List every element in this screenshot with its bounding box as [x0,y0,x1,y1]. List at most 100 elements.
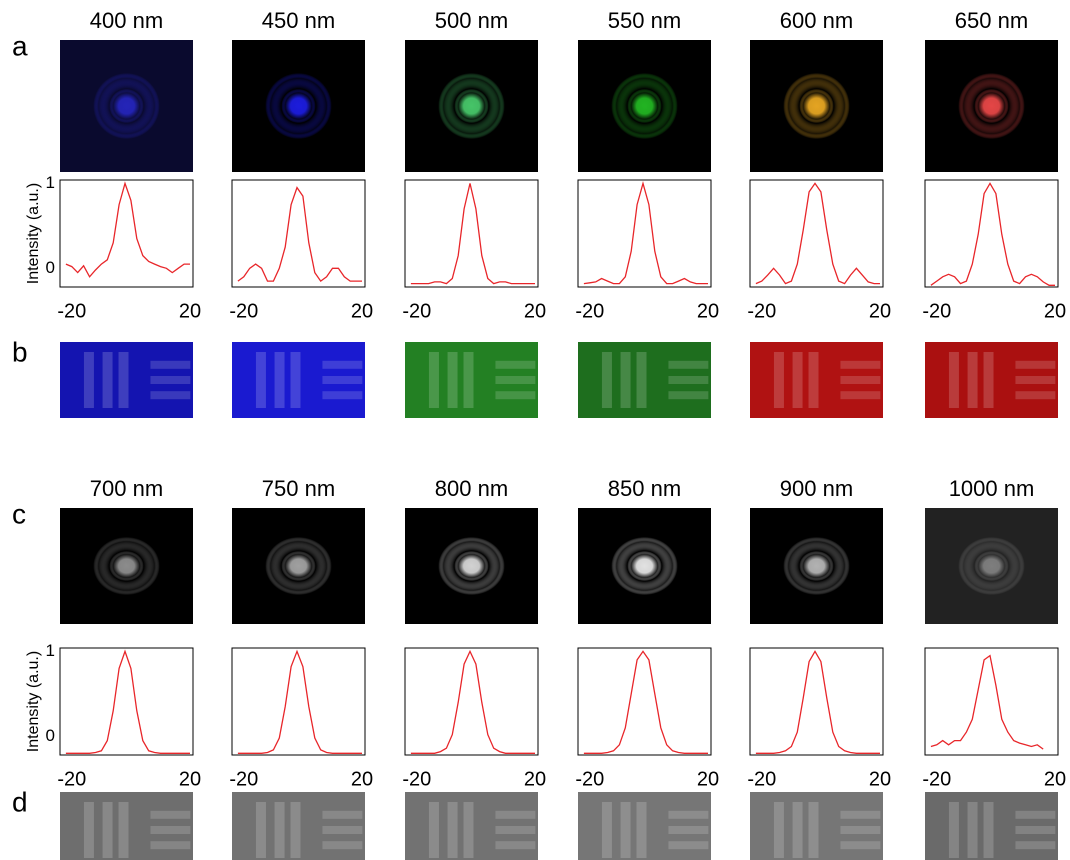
plot-frame [749,179,884,288]
y-tick-label: 0 [46,258,55,277]
target-bar [322,360,363,369]
target-bar [840,841,881,850]
target-bar [620,352,631,408]
target-bar [495,826,536,834]
profile-line [755,182,880,285]
target-bar [274,802,285,858]
target-image [232,792,365,860]
y-tick-label: 0 [46,726,55,745]
profile-line [755,650,880,754]
target-bar [840,360,881,369]
target-bar [1015,841,1056,850]
target-bar [150,391,191,400]
x-tick-label: 20 [697,768,719,790]
target-bar [150,810,191,819]
spot-image [405,508,538,624]
target-bar [495,360,536,369]
target-bar [967,802,978,858]
target-image [405,792,538,860]
target-bar [83,352,94,408]
target-image [925,342,1058,418]
target-bar [668,391,709,400]
x-tick-label: -20 [747,300,776,322]
x-tick-label: -20 [57,300,86,322]
x-tick-label: 20 [697,300,719,322]
x-tick-label: 20 [1044,768,1066,790]
x-tick-label: 20 [869,300,891,322]
plot-frame [924,179,1059,288]
plot-frame [404,179,539,288]
target-bar [840,826,881,834]
target-bar [150,826,191,834]
target-bar [428,802,439,858]
plot-frame [59,647,194,756]
target-bar [668,360,709,369]
target-bar [447,352,458,408]
target-bar [150,841,191,850]
target-image [232,342,365,418]
target-bar [83,802,94,858]
x-tick-label: 20 [179,300,201,322]
target-bar [601,352,612,408]
target-bar [601,802,612,858]
y-tick-label: 1 [46,173,55,192]
target-bar [840,810,881,819]
target-bar [668,376,709,384]
panel-title: 600 nm [780,8,853,33]
target-bar [808,802,819,858]
panel-title: 500 nm [435,8,508,33]
spot-image [578,40,711,172]
plot-frame [404,647,539,756]
panel-title: 400 nm [90,8,163,33]
panel-title: 1000 nm [949,476,1035,501]
target-bar [840,376,881,384]
plot-frame [231,647,366,756]
target-bar [495,841,536,850]
profile-line [410,183,535,285]
x-tick-label: 20 [351,768,373,790]
panel-title: 550 nm [608,8,681,33]
x-tick-label: -20 [922,768,951,790]
target-bar [1015,810,1056,819]
target-bar [118,352,129,408]
panel-label: c [12,498,26,529]
target-bar [150,376,191,384]
panel-title: 650 nm [955,8,1028,33]
target-bar [983,352,994,408]
x-tick-label: 20 [524,300,546,322]
target-bar [1015,376,1056,384]
target-bar [255,802,266,858]
spot-image [750,40,883,172]
profile-line [410,649,535,754]
target-bar [322,376,363,384]
profile-line [583,650,708,754]
target-bar [495,810,536,819]
target-image [578,342,711,418]
target-image [925,792,1058,860]
target-image [60,792,193,860]
target-bar [948,352,959,408]
target-bar [290,802,301,858]
target-image [750,792,883,860]
panel-label: d [12,786,28,817]
x-tick-label: -20 [922,300,951,322]
target-bar [428,352,439,408]
target-bar [983,802,994,858]
panel-title: 800 nm [435,476,508,501]
target-bar [636,352,647,408]
panel-title: 700 nm [90,476,163,501]
spot-image [578,508,711,624]
target-bar [322,810,363,819]
target-bar [274,352,285,408]
target-bar [150,360,191,369]
target-image [578,792,711,860]
spot-image [60,508,193,624]
profile-line [930,654,1044,750]
plot-frame [59,179,194,288]
panel-label: a [12,30,28,61]
target-bar [773,802,784,858]
plot-frame [924,647,1059,756]
target-bar [1015,826,1056,834]
target-bar [102,352,113,408]
x-tick-label: 20 [869,768,891,790]
